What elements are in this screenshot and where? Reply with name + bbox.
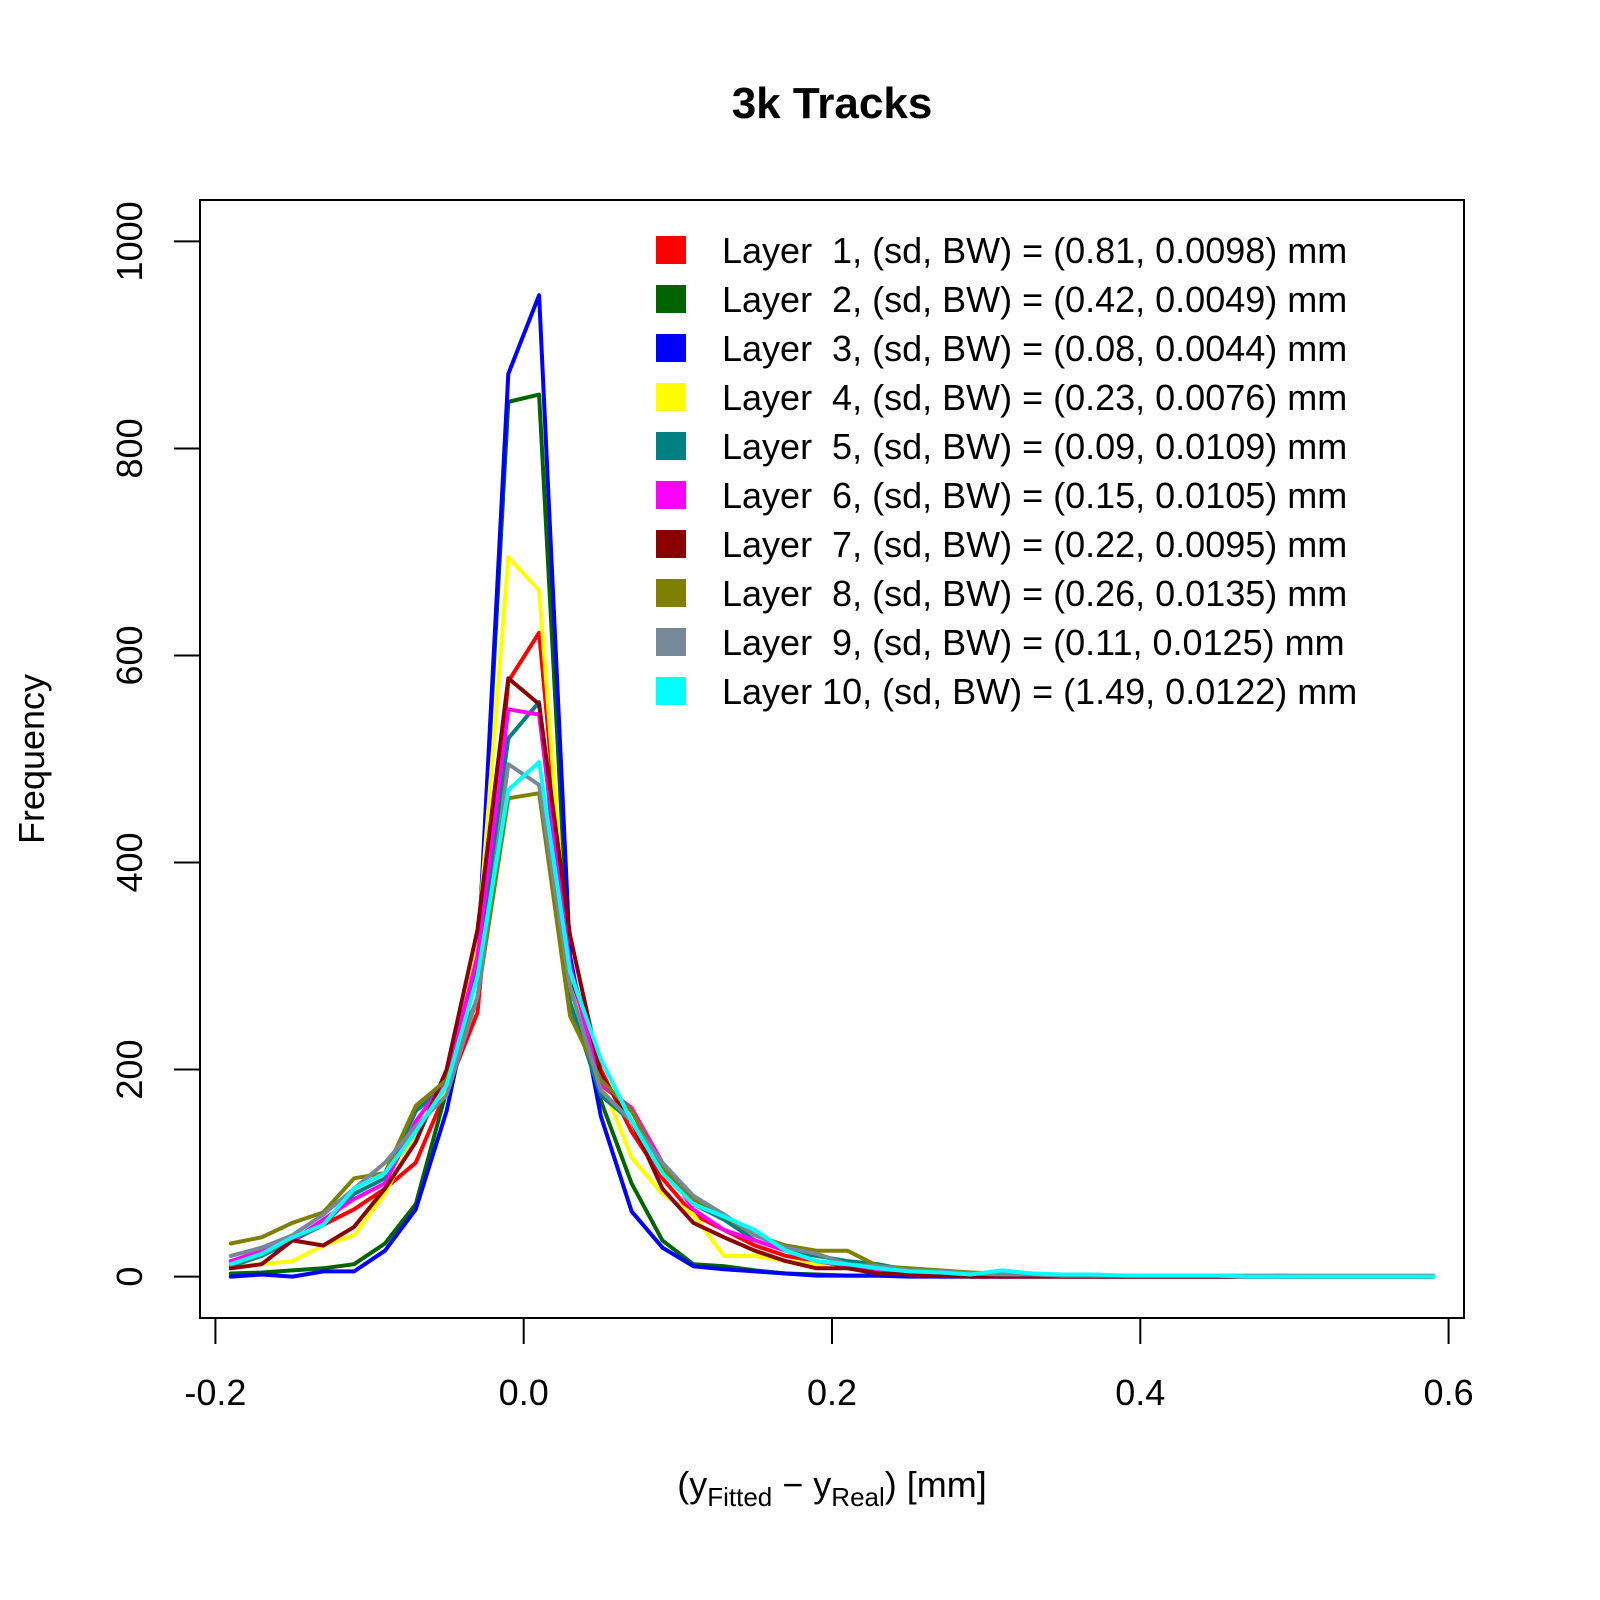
legend-label: Layer 9, (sd, BW) = (0.11, 0.0125) mm bbox=[722, 622, 1345, 663]
legend-item-layer-8: Layer 8, (sd, BW) = (0.26, 0.0135) mm bbox=[656, 573, 1347, 614]
x-tick-label: 0.4 bbox=[1115, 1372, 1165, 1413]
series-lines bbox=[228, 293, 1436, 1279]
x-axis: -0.2 0.0 0.2 0.4 0.6 bbox=[184, 1317, 1474, 1413]
legend-swatch bbox=[656, 677, 686, 705]
legend-label: Layer 7, (sd, BW) = (0.22, 0.0095) mm bbox=[722, 524, 1347, 565]
legend-item-layer-6: Layer 6, (sd, BW) = (0.15, 0.0105) mm bbox=[656, 475, 1347, 516]
legend-swatch bbox=[656, 236, 686, 264]
y-axis: 0 200 400 600 800 1000 bbox=[109, 201, 201, 1287]
x-axis-label-middle: − y bbox=[772, 1464, 831, 1505]
legend-item-layer-1: Layer 1, (sd, BW) = (0.81, 0.0098) mm bbox=[656, 230, 1347, 271]
legend-swatch bbox=[656, 530, 686, 558]
y-tick-label: 0 bbox=[109, 1267, 150, 1287]
legend-swatch bbox=[656, 334, 686, 362]
legend-item-layer-7: Layer 7, (sd, BW) = (0.22, 0.0095) mm bbox=[656, 524, 1347, 565]
x-axis-label-sub-real: Real bbox=[831, 1482, 884, 1512]
legend-label: Layer 3, (sd, BW) = (0.08, 0.0044) mm bbox=[722, 328, 1347, 369]
x-axis-label: (yFitted − yReal) [mm] bbox=[677, 1464, 987, 1512]
legend: Layer 1, (sd, BW) = (0.81, 0.0098) mm Lay… bbox=[656, 230, 1357, 712]
x-axis-label-suffix: ) [mm] bbox=[885, 1464, 987, 1505]
legend-item-layer-9: Layer 9, (sd, BW) = (0.11, 0.0125) mm bbox=[656, 622, 1345, 663]
legend-label: Layer 8, (sd, BW) = (0.26, 0.0135) mm bbox=[722, 573, 1347, 614]
x-tick-label: 0.6 bbox=[1424, 1372, 1474, 1413]
legend-swatch bbox=[656, 432, 686, 460]
legend-label: Layer 5, (sd, BW) = (0.09, 0.0109) mm bbox=[722, 426, 1347, 467]
legend-label: Layer 2, (sd, BW) = (0.42, 0.0049) mm bbox=[722, 279, 1347, 320]
legend-item-layer-3: Layer 3, (sd, BW) = (0.08, 0.0044) mm bbox=[656, 328, 1347, 369]
series-line-layer-10 bbox=[228, 760, 1436, 1279]
y-axis-label: Frequency bbox=[11, 674, 52, 844]
legend-item-layer-2: Layer 2, (sd, BW) = (0.42, 0.0049) mm bbox=[656, 279, 1347, 320]
x-axis-label-prefix: (y bbox=[677, 1464, 707, 1505]
legend-label: Layer 10, (sd, BW) = (1.49, 0.0122) mm bbox=[722, 671, 1357, 712]
legend-label: Layer 4, (sd, BW) = (0.23, 0.0076) mm bbox=[722, 377, 1347, 418]
legend-swatch bbox=[656, 383, 686, 411]
x-tick-label: 0.0 bbox=[499, 1372, 549, 1413]
legend-label: Layer 6, (sd, BW) = (0.15, 0.0105) mm bbox=[722, 475, 1347, 516]
legend-swatch bbox=[656, 481, 686, 509]
y-tick-label: 200 bbox=[109, 1040, 150, 1100]
legend-swatch bbox=[656, 628, 686, 656]
x-tick-label: 0.2 bbox=[807, 1372, 857, 1413]
legend-item-layer-4: Layer 4, (sd, BW) = (0.23, 0.0076) mm bbox=[656, 377, 1347, 418]
chart-title: 3k Tracks bbox=[732, 79, 933, 128]
x-axis-label-sub-fitted: Fitted bbox=[707, 1482, 772, 1512]
legend-swatch bbox=[656, 285, 686, 313]
legend-item-layer-10: Layer 10, (sd, BW) = (1.49, 0.0122) mm bbox=[656, 671, 1357, 712]
x-tick-label: -0.2 bbox=[184, 1372, 246, 1413]
y-tick-label: 400 bbox=[109, 832, 150, 892]
y-tick-label: 800 bbox=[109, 418, 150, 478]
y-tick-label: 600 bbox=[109, 625, 150, 685]
legend-label: Layer 1, (sd, BW) = (0.81, 0.0098) mm bbox=[722, 230, 1347, 271]
y-tick-label: 1000 bbox=[109, 201, 150, 281]
legend-item-layer-5: Layer 5, (sd, BW) = (0.09, 0.0109) mm bbox=[656, 426, 1347, 467]
legend-swatch bbox=[656, 579, 686, 607]
